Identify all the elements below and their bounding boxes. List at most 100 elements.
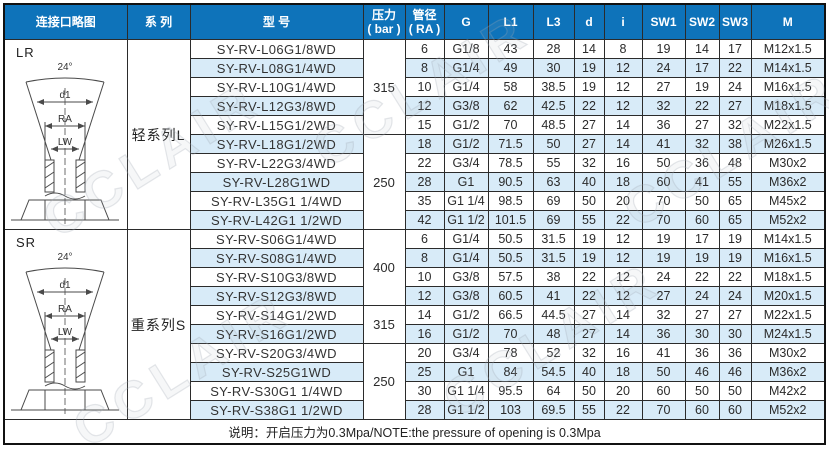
table-row: SY-RV-L35G1 1/4WD 35 G1 1/4 98.5 69 50 20 70 50 6… bbox=[4, 191, 826, 211]
sw1-cell: 32 bbox=[641, 96, 686, 116]
sw1-cell: 27 bbox=[641, 77, 686, 97]
sw2-cell: 19 bbox=[684, 77, 720, 97]
i-cell: 12 bbox=[603, 96, 643, 116]
d-cell: 55 bbox=[573, 210, 605, 230]
sw3-cell: 22 bbox=[718, 58, 752, 78]
l3-cell: 63 bbox=[532, 172, 575, 192]
header-pressure-line1: 压力 bbox=[371, 7, 396, 22]
m-cell: M36x2 bbox=[750, 172, 826, 192]
i-cell: 12 bbox=[603, 248, 643, 268]
g-cell: G3/8 bbox=[443, 96, 489, 116]
g-cell: G1/2 bbox=[443, 305, 489, 325]
sw2-cell: 32 bbox=[684, 134, 720, 154]
sw2-cell: 36 bbox=[684, 343, 720, 363]
header-series: 系 列 bbox=[126, 3, 191, 40]
fitting-drawing-svg: 24° d1 RA LW bbox=[11, 252, 119, 414]
dim-d1: d1 bbox=[59, 90, 71, 101]
g-cell: G1 bbox=[443, 172, 489, 192]
sw2-cell: 17 bbox=[684, 58, 720, 78]
model-cell: SY-RV-S06G1/4WD bbox=[189, 229, 364, 249]
i-cell: 8 bbox=[603, 39, 643, 59]
m-cell: M14x1.5 bbox=[750, 58, 826, 78]
m-cell: M26x1.5 bbox=[750, 134, 826, 154]
m-cell: M30x2 bbox=[750, 153, 826, 173]
pressure-cell: 250 bbox=[362, 343, 406, 420]
table-row: LR bbox=[3, 39, 826, 230]
sw3-cell: 24 bbox=[718, 77, 752, 97]
sw3-cell: 30 bbox=[718, 324, 752, 344]
l3-cell: 69 bbox=[532, 210, 575, 230]
m-cell: M24x1.5 bbox=[750, 324, 826, 344]
sw1-cell: 19 bbox=[641, 248, 686, 268]
fitting-drawing-svg: 24° d1 RA LW bbox=[11, 62, 119, 224]
dim-ra: RA bbox=[58, 114, 72, 125]
l1-cell: 84 bbox=[487, 362, 534, 382]
model-cell: SY-RV-L10G1/4WD bbox=[189, 77, 364, 97]
m-cell: M30x2 bbox=[750, 343, 826, 363]
sw3-cell: 19 bbox=[718, 229, 752, 249]
model-cell: SY-RV-S38G1 1/2WD bbox=[189, 400, 364, 420]
header-d: d bbox=[573, 3, 605, 40]
header-sw3: SW3 bbox=[718, 3, 752, 40]
d-cell: 40 bbox=[573, 362, 605, 382]
i-cell: 18 bbox=[603, 172, 643, 192]
d-cell: 55 bbox=[573, 400, 605, 420]
table-row: SY-RV-S12G3/8WD 12 G3/8 60.5 41 22 12 27 24 24 M20… bbox=[4, 286, 826, 306]
sw1-cell: 70 bbox=[641, 191, 686, 211]
ra-cell: 28 bbox=[404, 172, 445, 192]
table-row: SY-RV-S08G1/4WD 8 G1/4 50.5 31.5 19 12 19 19 19 M1… bbox=[4, 248, 826, 268]
model-cell: SY-RV-L35G1 1/4WD bbox=[189, 191, 364, 211]
model-cell: SY-RV-S14G1/2WD bbox=[189, 305, 364, 325]
model-cell: SY-RV-L08G1/4WD bbox=[189, 58, 364, 78]
d-cell: 32 bbox=[573, 343, 605, 363]
m-cell: M20x1.5 bbox=[750, 286, 826, 306]
m-cell: M22x1.5 bbox=[750, 115, 826, 135]
g-cell: G1 1/2 bbox=[443, 210, 489, 230]
model-cell: SY-RV-S20G3/4WD bbox=[189, 343, 364, 363]
sw2-cell: 50 bbox=[684, 191, 720, 211]
i-cell: 14 bbox=[603, 324, 643, 344]
sw3-cell: 32 bbox=[718, 115, 752, 135]
sw2-cell: 17 bbox=[684, 229, 720, 249]
d-cell: 19 bbox=[573, 77, 605, 97]
model-cell: SY-RV-S16G1/2WD bbox=[189, 324, 364, 344]
sw1-cell: 27 bbox=[641, 286, 686, 306]
g-cell: G3/8 bbox=[443, 286, 489, 306]
table-row: SY-RV-L08G1/4WD 8 G1/4 49 30 19 12 24 17 22 M14x1.… bbox=[4, 58, 826, 78]
d-cell: 32 bbox=[573, 153, 605, 173]
ra-cell: 16 bbox=[404, 324, 445, 344]
l1-cell: 58 bbox=[487, 77, 534, 97]
i-cell: 20 bbox=[603, 191, 643, 211]
m-cell: M36x2 bbox=[750, 362, 826, 382]
g-cell: G1 1/2 bbox=[443, 400, 489, 420]
header-pressure: 压力 ( bar ) bbox=[362, 3, 406, 40]
d-cell: 27 bbox=[573, 324, 605, 344]
ra-cell: 10 bbox=[404, 267, 445, 287]
model-cell: SY-RV-L18G1/2WD bbox=[189, 134, 364, 154]
g-cell: G1 1/4 bbox=[443, 381, 489, 401]
l3-cell: 41 bbox=[532, 286, 575, 306]
dim-lw: LW bbox=[58, 327, 73, 338]
g-cell: G1/4 bbox=[443, 58, 489, 78]
l1-cell: 95.5 bbox=[487, 381, 534, 401]
sw1-cell: 50 bbox=[641, 153, 686, 173]
pressure-cell: 250 bbox=[362, 134, 406, 230]
l1-cell: 62 bbox=[487, 96, 534, 116]
table-row: SY-RV-L18G1/2WD 250 18 G1/2 71.5 50 27 14 41 32 38… bbox=[4, 134, 826, 230]
ra-cell: 8 bbox=[404, 58, 445, 78]
header-ra-line2: ( RA ) bbox=[408, 22, 441, 36]
g-cell: G1/2 bbox=[443, 134, 489, 154]
ra-cell: 35 bbox=[404, 191, 445, 211]
l3-cell: 64 bbox=[532, 381, 575, 401]
sw3-cell: 65 bbox=[718, 210, 752, 230]
model-cell: SY-RV-L12G3/8WD bbox=[189, 96, 364, 116]
table-row: SR bbox=[3, 229, 826, 420]
pressure-cell: 400 bbox=[362, 229, 406, 306]
i-cell: 14 bbox=[603, 115, 643, 135]
l3-cell: 48 bbox=[532, 324, 575, 344]
sw2-cell: 30 bbox=[684, 324, 720, 344]
i-cell: 12 bbox=[603, 267, 643, 287]
m-cell: M16x1.5 bbox=[750, 77, 826, 97]
m-cell: M16x1.5 bbox=[750, 248, 826, 268]
sw1-cell: 50 bbox=[641, 362, 686, 382]
